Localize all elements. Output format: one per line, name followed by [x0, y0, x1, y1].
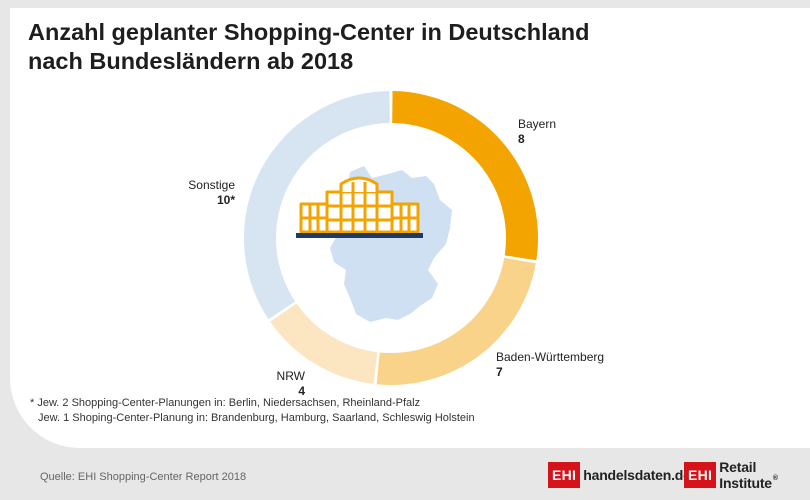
ehi-logo-text: Retail Institute® — [716, 459, 810, 491]
footnote-line-1: * Jew. 2 Shopping-Center-Planungen in: B… — [30, 397, 421, 409]
label-sonstige-name: Sonstige — [188, 178, 235, 192]
source-note: Quelle: EHI Shopping-Center Report 2018 — [40, 471, 247, 483]
ehi-logo-name: Retail Institute — [719, 459, 772, 491]
label-bayern-value: 8 — [518, 132, 525, 146]
label-sonstige: Sonstige 10* — [188, 178, 235, 208]
label-bayern-name: Bayern — [518, 117, 557, 131]
label-bw-name: Baden-Württemberg — [496, 350, 605, 364]
title-line-1: Anzahl geplanter Shopping-Center in Deut… — [28, 19, 590, 45]
donut-slice-nrw — [270, 303, 378, 384]
ehi-retail-institute-logo[interactable]: EHI Retail Institute® — [684, 459, 810, 491]
footnote: * Jew. 2 Shopping-Center-Planungen in: B… — [30, 396, 475, 426]
label-sonstige-value: 10* — [216, 193, 235, 207]
label-baden-wuerttemberg: Baden-Württemberg 7 — [496, 350, 604, 380]
chart-title: Anzahl geplanter Shopping-Center in Deut… — [28, 18, 668, 76]
building-base — [296, 233, 423, 238]
label-nrw-value: 4 — [298, 384, 305, 398]
label-bayern: Bayern 8 — [518, 117, 556, 147]
donut-slice-sonstige — [244, 91, 390, 320]
ehi-logo-box: EHI — [684, 462, 717, 488]
handelsdaten-logo[interactable]: EHI handelsdaten.de — [548, 462, 691, 488]
label-nrw-name: NRW — [276, 369, 305, 383]
donut-chart — [244, 91, 538, 385]
label-nrw: NRW 4 — [277, 369, 305, 399]
donut-slice-bayern — [392, 91, 538, 261]
registered-mark: ® — [772, 475, 778, 482]
label-bw-value: 7 — [496, 365, 503, 379]
shopping-center-building-icon — [299, 176, 420, 234]
donut-slice-baden-w-rttemberg — [376, 257, 536, 385]
handelsdaten-logo-box: EHI — [548, 462, 581, 488]
handelsdaten-logo-text: handelsdaten.de — [583, 467, 691, 483]
footnote-line-2: Jew. 1 Shoping-Center-Planung in: Brande… — [38, 412, 475, 424]
title-line-2: nach Bundesländern ab 2018 — [28, 48, 354, 74]
